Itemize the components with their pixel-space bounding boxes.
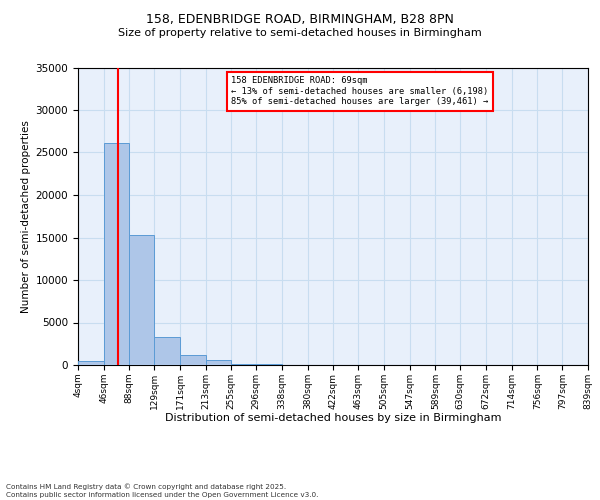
Bar — [130, 235, 154, 365]
Text: Contains HM Land Registry data © Crown copyright and database right 2025.
Contai: Contains HM Land Registry data © Crown c… — [6, 484, 319, 498]
Text: 158 EDENBRIDGE ROAD: 69sqm
← 13% of semi-detached houses are smaller (6,198)
85%: 158 EDENBRIDGE ROAD: 69sqm ← 13% of semi… — [231, 76, 488, 106]
Bar — [154, 336, 180, 365]
Y-axis label: Number of semi-detached properties: Number of semi-detached properties — [22, 120, 31, 312]
Text: Size of property relative to semi-detached houses in Birmingham: Size of property relative to semi-detach… — [118, 28, 482, 38]
Text: 158, EDENBRIDGE ROAD, BIRMINGHAM, B28 8PN: 158, EDENBRIDGE ROAD, BIRMINGHAM, B28 8P… — [146, 12, 454, 26]
Bar — [206, 360, 232, 365]
Bar — [78, 361, 104, 365]
X-axis label: Distribution of semi-detached houses by size in Birmingham: Distribution of semi-detached houses by … — [165, 413, 501, 423]
Bar — [180, 355, 206, 365]
Bar — [104, 143, 130, 365]
Bar — [232, 364, 256, 365]
Bar — [256, 364, 282, 365]
